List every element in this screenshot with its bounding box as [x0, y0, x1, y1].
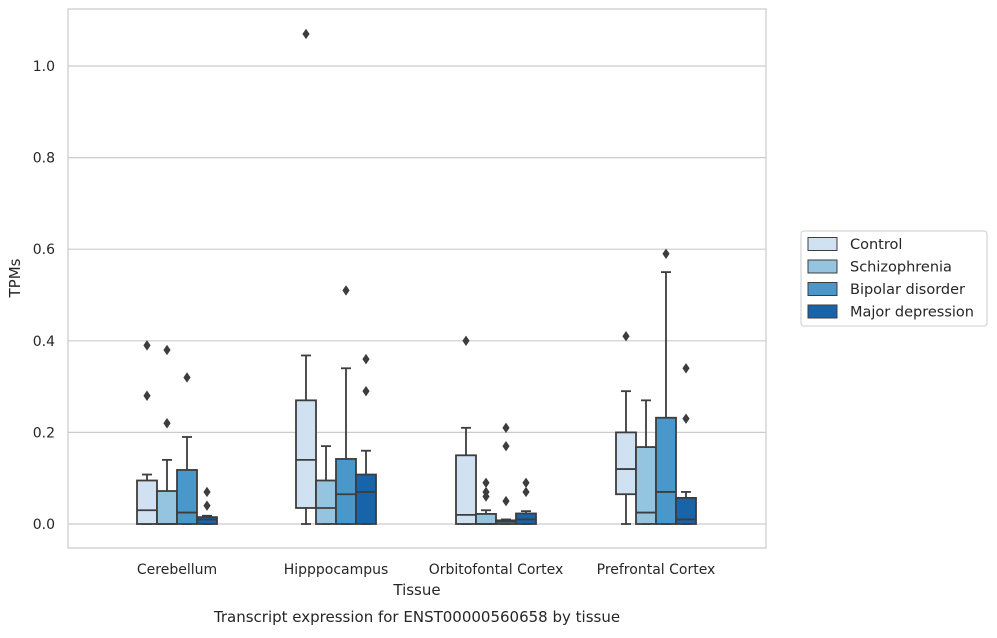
outlier-marker — [522, 486, 530, 498]
outlier-marker — [622, 331, 630, 342]
box-group — [335, 285, 357, 525]
box-rect — [655, 416, 677, 525]
legend-swatch — [807, 237, 838, 251]
outlier-marker — [302, 28, 310, 40]
box-group — [495, 422, 517, 525]
x-tick-label: Cerebellum — [137, 562, 217, 578]
plot-frame — [67, 8, 767, 549]
legend-label: Schizophrenia — [850, 260, 952, 276]
outlier-marker — [342, 285, 350, 296]
y-tick-label: 0.0 — [33, 517, 55, 533]
legend-swatch — [807, 282, 838, 296]
legend: Control Schizophrenia Bipolar disorder Majo… — [800, 230, 988, 327]
y-axis-label: TPMs — [6, 258, 24, 298]
box-rect — [475, 513, 497, 525]
y-tick-label: 1.0 — [33, 59, 55, 75]
legend-label: Control — [850, 237, 902, 253]
legend-swatch — [807, 259, 838, 274]
box-group — [635, 399, 657, 525]
box-group — [176, 372, 198, 525]
box-rect — [355, 473, 377, 525]
x-tick-label: Prefrontal Cortex — [597, 562, 716, 578]
box-rect — [295, 399, 317, 509]
legend-label: Bipolar disorder — [850, 282, 965, 298]
outlier-marker — [163, 418, 171, 429]
box-group — [655, 248, 677, 525]
outlier-marker — [362, 353, 370, 365]
outlier-marker — [682, 363, 690, 374]
outlier-marker — [203, 486, 211, 498]
y-tick-label: 0.6 — [33, 242, 55, 258]
y-tick-label: 0.8 — [33, 151, 55, 167]
y-tick-labels: 0.0 0.2 0.4 0.6 0.8 1.0 — [33, 59, 55, 533]
box-group — [196, 486, 218, 525]
box-rect — [136, 479, 158, 525]
outlier-marker — [482, 486, 490, 498]
y-tick-label: 0.4 — [33, 334, 55, 350]
x-tick-label: Orbitofontal Cortex — [429, 562, 564, 578]
legend-swatch — [807, 304, 838, 319]
x-tick-labels: Cerebellum Hipppocampus Orbitofontal Corte… — [137, 562, 715, 578]
box-group — [355, 353, 377, 525]
box-group — [515, 477, 537, 525]
box-group — [455, 335, 477, 525]
box-rect — [156, 490, 178, 525]
x-tick-label: Hipppocampus — [284, 562, 389, 578]
outlier-marker — [502, 422, 510, 434]
outlier-marker — [143, 340, 151, 351]
box-group — [295, 28, 317, 525]
outlier-marker — [522, 477, 530, 488]
box-rect — [675, 496, 697, 525]
box-rect — [615, 431, 637, 496]
legend-label: Major depression — [850, 305, 974, 321]
outlier-marker — [682, 413, 690, 424]
outlier-marker — [183, 372, 191, 383]
outlier-marker — [502, 495, 510, 507]
box-rect — [455, 454, 477, 525]
outlier-marker — [482, 477, 490, 488]
box-marks — [136, 28, 697, 525]
box-rect — [315, 479, 337, 525]
outlier-marker — [362, 385, 370, 397]
box-rect — [176, 469, 198, 525]
box-group — [315, 445, 337, 525]
outlier-marker — [143, 390, 151, 401]
box-group — [615, 331, 637, 525]
box-group — [675, 363, 697, 525]
box-group — [475, 477, 497, 525]
outlier-marker — [203, 500, 211, 511]
outlier-marker — [462, 335, 470, 346]
outlier-marker — [662, 248, 670, 259]
legend-items: Control Schizophrenia Bipolar disorder Majo… — [807, 237, 974, 321]
x-axis-label: Tissue — [392, 581, 440, 599]
box-rect — [196, 516, 218, 525]
chart-caption: Transcript expression for ENST0000056065… — [213, 608, 620, 626]
y-tick-label: 0.2 — [33, 425, 55, 441]
outlier-marker — [163, 344, 171, 356]
legend-frame — [800, 230, 988, 327]
outlier-marker — [502, 440, 510, 452]
box-rect — [335, 458, 357, 525]
box-group — [156, 344, 178, 525]
